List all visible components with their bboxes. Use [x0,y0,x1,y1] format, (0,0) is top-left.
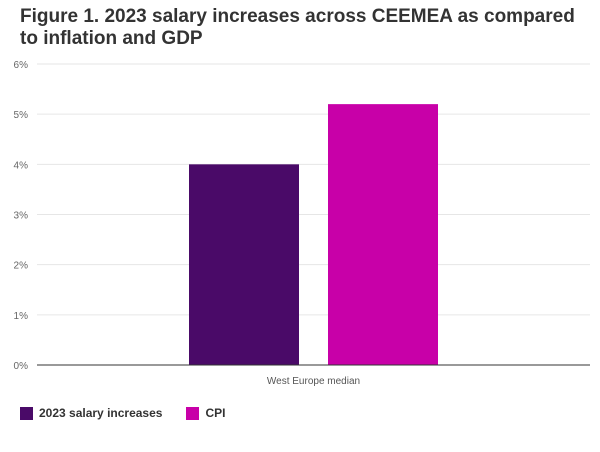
legend-swatch-cpi [186,406,200,420]
bar-salary [189,164,299,365]
chart-title: Figure 1. 2023 salary increases across C… [20,6,575,49]
y-tick-label: 2% [14,261,29,272]
y-tick-label: 4% [14,160,29,171]
y-tick-label: 3% [14,211,29,222]
y-tick-label: 5% [14,110,29,121]
legend-item-salary: 2023 salary increases [20,406,162,420]
legend-item-cpi: CPI [186,406,225,420]
legend-label-salary: 2023 salary increases [39,406,163,420]
legend-label-cpi: CPI [205,406,226,420]
legend-swatch-salary [20,406,33,420]
x-tick-label: West Europe median [267,376,360,387]
y-tick-label: 6% [14,60,29,71]
y-tick-label: 1% [14,311,29,322]
y-tick-label: 0% [14,361,29,372]
legend: 2023 salary increases CPI [20,406,249,420]
bar-cpi [328,104,438,365]
